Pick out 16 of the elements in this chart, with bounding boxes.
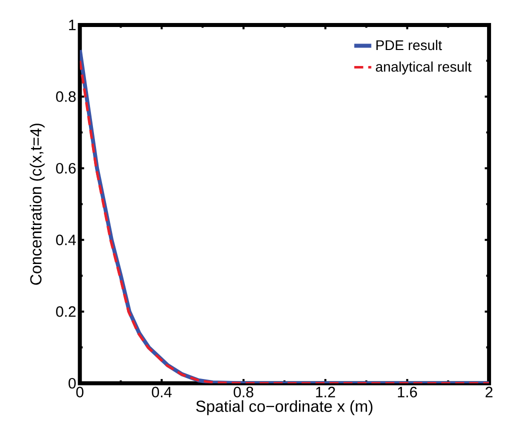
x-tick-label: 0.4: [152, 386, 172, 398]
y-tick-label: 0.8: [56, 91, 76, 102]
x-axis-title: Spatial co−ordinate x (m): [196, 400, 372, 416]
x-tick-label: 1.6: [398, 386, 417, 398]
x-tick-label: 0.8: [234, 386, 254, 398]
x-tick-label: 2: [486, 386, 492, 398]
legend-label: PDE result: [376, 40, 442, 50]
x-tick-label: 1.2: [316, 386, 336, 398]
x-tick-label: 0: [76, 386, 84, 398]
y-tick-label: 0.6: [56, 162, 76, 174]
legend-label: analytical result: [376, 61, 472, 74]
y-tick-label: 1: [69, 20, 76, 30]
y-tick-label: 0: [68, 378, 76, 388]
y-axis-title: Concentration (c(x,t=4): [30, 124, 45, 285]
y-tick-label: 0.4: [56, 234, 76, 246]
y-tick-label: 0.2: [56, 306, 76, 317]
